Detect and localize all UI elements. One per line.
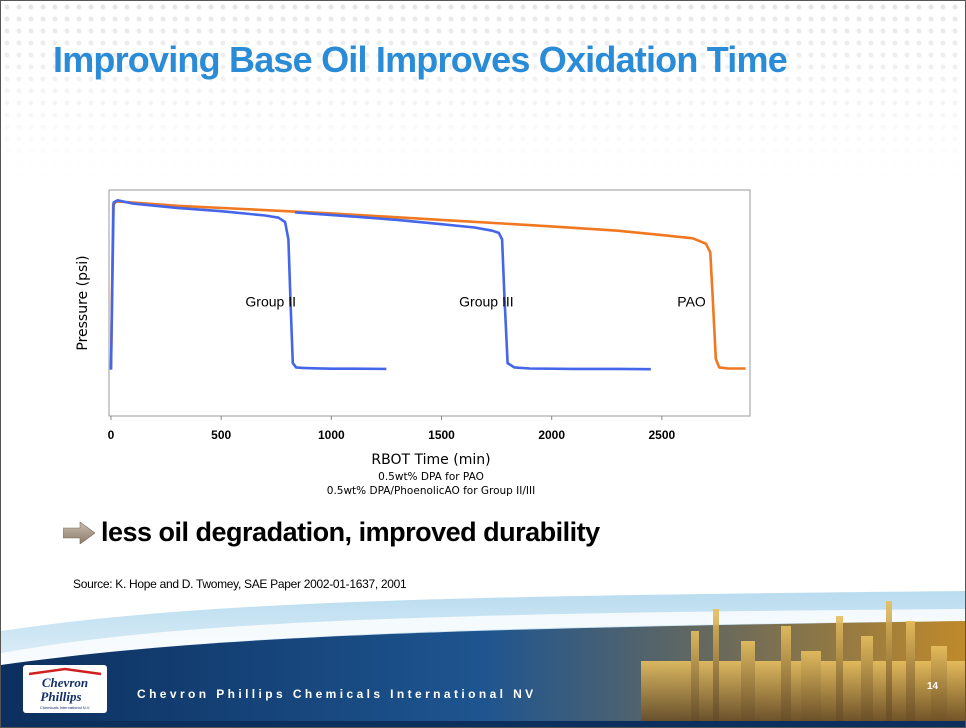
annotation-pao: PAO bbox=[677, 294, 706, 310]
svg-text:Chemicals International N.V.: Chemicals International N.V. bbox=[40, 705, 90, 710]
series-line-group-ii bbox=[109, 199, 387, 371]
svg-text:Phillips: Phillips bbox=[40, 689, 81, 704]
footer-banner bbox=[1, 591, 965, 727]
svg-text:Chevron: Chevron bbox=[42, 675, 88, 690]
x-tick-label-2000: 2000 bbox=[538, 428, 565, 442]
x-tick-label-1500: 1500 bbox=[428, 428, 455, 442]
bullet-text: less oil degradation, improved durabilit… bbox=[101, 517, 600, 547]
annotation-group-iii: Group III bbox=[459, 294, 513, 310]
source-citation: Source: K. Hope and D. Twomey, SAE Paper… bbox=[73, 577, 407, 591]
x-tick-label-2500: 2500 bbox=[649, 428, 676, 442]
plot-area-frame bbox=[108, 189, 751, 417]
bullet-point: less oil degradation, improved durabilit… bbox=[63, 517, 600, 548]
chart-note-2: 0.5wt% DPA/PhoenolicAO for Group II/III bbox=[327, 485, 535, 497]
series-line-group-iii bbox=[294, 211, 651, 371]
slide-title: Improving Base Oil Improves Oxidation Ti… bbox=[53, 39, 788, 80]
x-tick-label-1000: 1000 bbox=[318, 428, 345, 442]
x-axis-ticks: 0 500 1000 1500 2000 2500 bbox=[108, 416, 676, 442]
chart-note-1: 0.5wt% DPA for PAO bbox=[378, 471, 484, 483]
x-tick-label-500: 500 bbox=[211, 428, 231, 442]
y-axis-title: Pressure (psi) bbox=[75, 255, 91, 350]
x-tick-label-0: 0 bbox=[108, 428, 115, 442]
page-number: 14 bbox=[927, 681, 939, 692]
right-arrow-icon bbox=[63, 521, 95, 544]
chevron-phillips-logo: Chevron Phillips Chemicals International… bbox=[23, 665, 107, 713]
footer-company-name: Chevron Phillips Chemicals International… bbox=[137, 687, 537, 701]
x-axis-title: RBOT Time (min) bbox=[371, 452, 490, 468]
annotation-group-ii: Group II bbox=[245, 294, 296, 310]
annotation-layer: Group II Group III PAO bbox=[245, 294, 706, 310]
dot-pattern-background bbox=[1, 1, 965, 181]
series-layer bbox=[109, 199, 746, 371]
